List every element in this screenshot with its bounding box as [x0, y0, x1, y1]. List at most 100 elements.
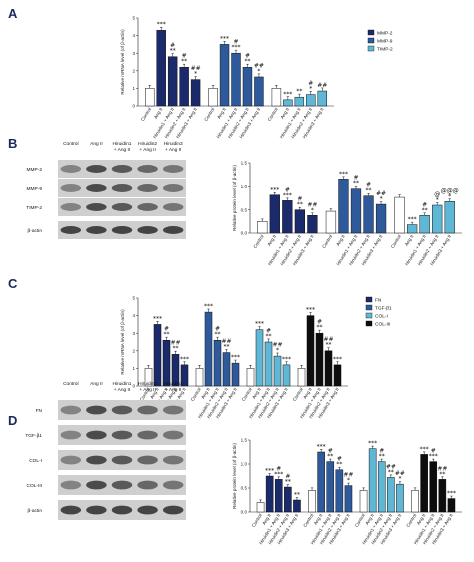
blot-row-label: β-actin	[28, 228, 43, 234]
chart-d: 0.0 0.5 1.0 1.5 Relative protein level (of β…	[232, 438, 462, 545]
significance-mark: #	[328, 448, 333, 455]
y-tick-label: 2	[132, 348, 135, 353]
bar	[308, 490, 316, 513]
significance-mark: **	[170, 48, 176, 55]
chart-b: 0.0 0.5 1.0 1.5 Relative protein level (of β…	[232, 161, 462, 266]
blot-band	[137, 455, 158, 465]
lane-label: Hiruidin2	[138, 381, 157, 387]
bar	[324, 350, 333, 387]
y-tick-label: 4	[132, 313, 135, 318]
bar	[231, 362, 240, 387]
significance-mark: *	[398, 476, 401, 483]
bar	[406, 224, 418, 234]
significance-mark: **	[317, 324, 323, 331]
significance-mark: #	[297, 196, 302, 203]
significance-mark: *	[436, 197, 439, 204]
charts-layer: 0 1 2 3 4 5 Relative mRNA level (of β-actin) Co…	[25, 16, 462, 545]
significance-mark: *	[257, 68, 260, 75]
bar	[438, 479, 447, 513]
significance-mark: ***	[274, 471, 283, 478]
blot-row-label: COL-III	[27, 483, 42, 489]
blot-b: Control Ang II Hiruidin1+ Ang IIHiruidin2+…	[26, 141, 186, 239]
bar	[368, 448, 377, 513]
legend-label: COL-I	[375, 313, 388, 319]
bar	[242, 67, 253, 107]
blot-band	[60, 430, 82, 440]
y-tick-label: 0.5	[241, 486, 248, 491]
blot-band	[137, 226, 158, 234]
panel-label-a: A	[8, 6, 18, 21]
significance-mark: *	[380, 196, 383, 203]
x-tick-label: Ang II	[280, 107, 291, 120]
bar	[231, 52, 241, 107]
significance-mark: **	[164, 331, 170, 338]
bar	[444, 201, 455, 234]
bar	[411, 490, 419, 513]
blot-band	[162, 430, 184, 440]
y-tick-label: 5	[132, 16, 135, 21]
x-tick-label: Ang II	[153, 107, 164, 120]
bar	[338, 179, 349, 234]
significance-mark: ***	[231, 354, 240, 361]
lane-label: Hiruidin1	[113, 141, 132, 147]
blot-band	[137, 184, 158, 192]
blot-band	[86, 455, 107, 465]
x-tick-label: Control	[292, 387, 304, 402]
bar	[306, 315, 315, 387]
lane-label: + Ang II	[165, 387, 181, 393]
significance-mark: **	[366, 187, 372, 194]
bar	[335, 469, 344, 513]
lane-label: Control	[63, 141, 78, 147]
significance-mark: *	[347, 477, 350, 484]
x-tick-label: Ang II	[313, 513, 324, 526]
bar	[363, 195, 374, 234]
lane-label: + Ang II	[165, 147, 181, 153]
blot-band	[137, 405, 158, 415]
y-tick-label: 3	[132, 331, 135, 336]
significance-mark: @	[434, 191, 440, 198]
significance-mark: ##	[376, 190, 386, 197]
x-tick-label: Control	[190, 387, 202, 402]
blot-band	[111, 226, 133, 234]
x-tick-label: Control	[253, 234, 265, 249]
significance-mark: ***	[283, 192, 292, 199]
blot-band	[60, 480, 82, 490]
x-tick-label: Ang II	[335, 234, 346, 247]
blot-band	[86, 226, 107, 234]
bar	[269, 194, 280, 234]
blot-band	[60, 165, 82, 173]
x-tick-label: Ang II	[416, 513, 427, 526]
bar	[317, 451, 325, 513]
significance-mark: ***	[255, 321, 264, 328]
bar	[167, 56, 178, 107]
legend-swatch	[367, 29, 375, 36]
bar	[213, 339, 222, 387]
significance-mark: #	[215, 326, 220, 333]
x-tick-label: Ang II	[149, 387, 160, 400]
bar	[293, 499, 301, 513]
y-tick-label: 0	[132, 384, 135, 389]
bar	[222, 352, 231, 387]
significance-mark: **	[266, 333, 272, 340]
bar	[333, 364, 342, 387]
lane-label: Hiruidin3	[164, 381, 183, 387]
significance-mark: ***	[153, 315, 162, 322]
x-tick-label: Ang II	[267, 234, 278, 247]
significance-mark: ***	[180, 356, 189, 363]
blot-d: Control Ang II Hiruidin1+ Ang IIHiruidin2+…	[25, 381, 186, 520]
significance-mark: ***	[232, 44, 241, 51]
x-tick-label: Ang II	[261, 513, 272, 526]
significance-mark: ***	[204, 303, 213, 310]
y-axis-label: Relative protein level (of β-actin)	[232, 443, 237, 509]
x-tick-label: Control	[405, 513, 417, 528]
y-tick-label: 1.0	[241, 462, 248, 467]
significance-mark: #	[379, 448, 384, 455]
significance-mark: #	[285, 473, 290, 480]
significance-mark: #	[245, 53, 250, 60]
legend-label: MMP-2	[377, 30, 393, 36]
significance-mark: ##	[395, 470, 405, 477]
y-tick-label: 0	[132, 104, 135, 109]
significance-mark: ***	[333, 356, 342, 363]
y-tick-label: 1	[132, 86, 135, 91]
bar	[282, 364, 291, 387]
